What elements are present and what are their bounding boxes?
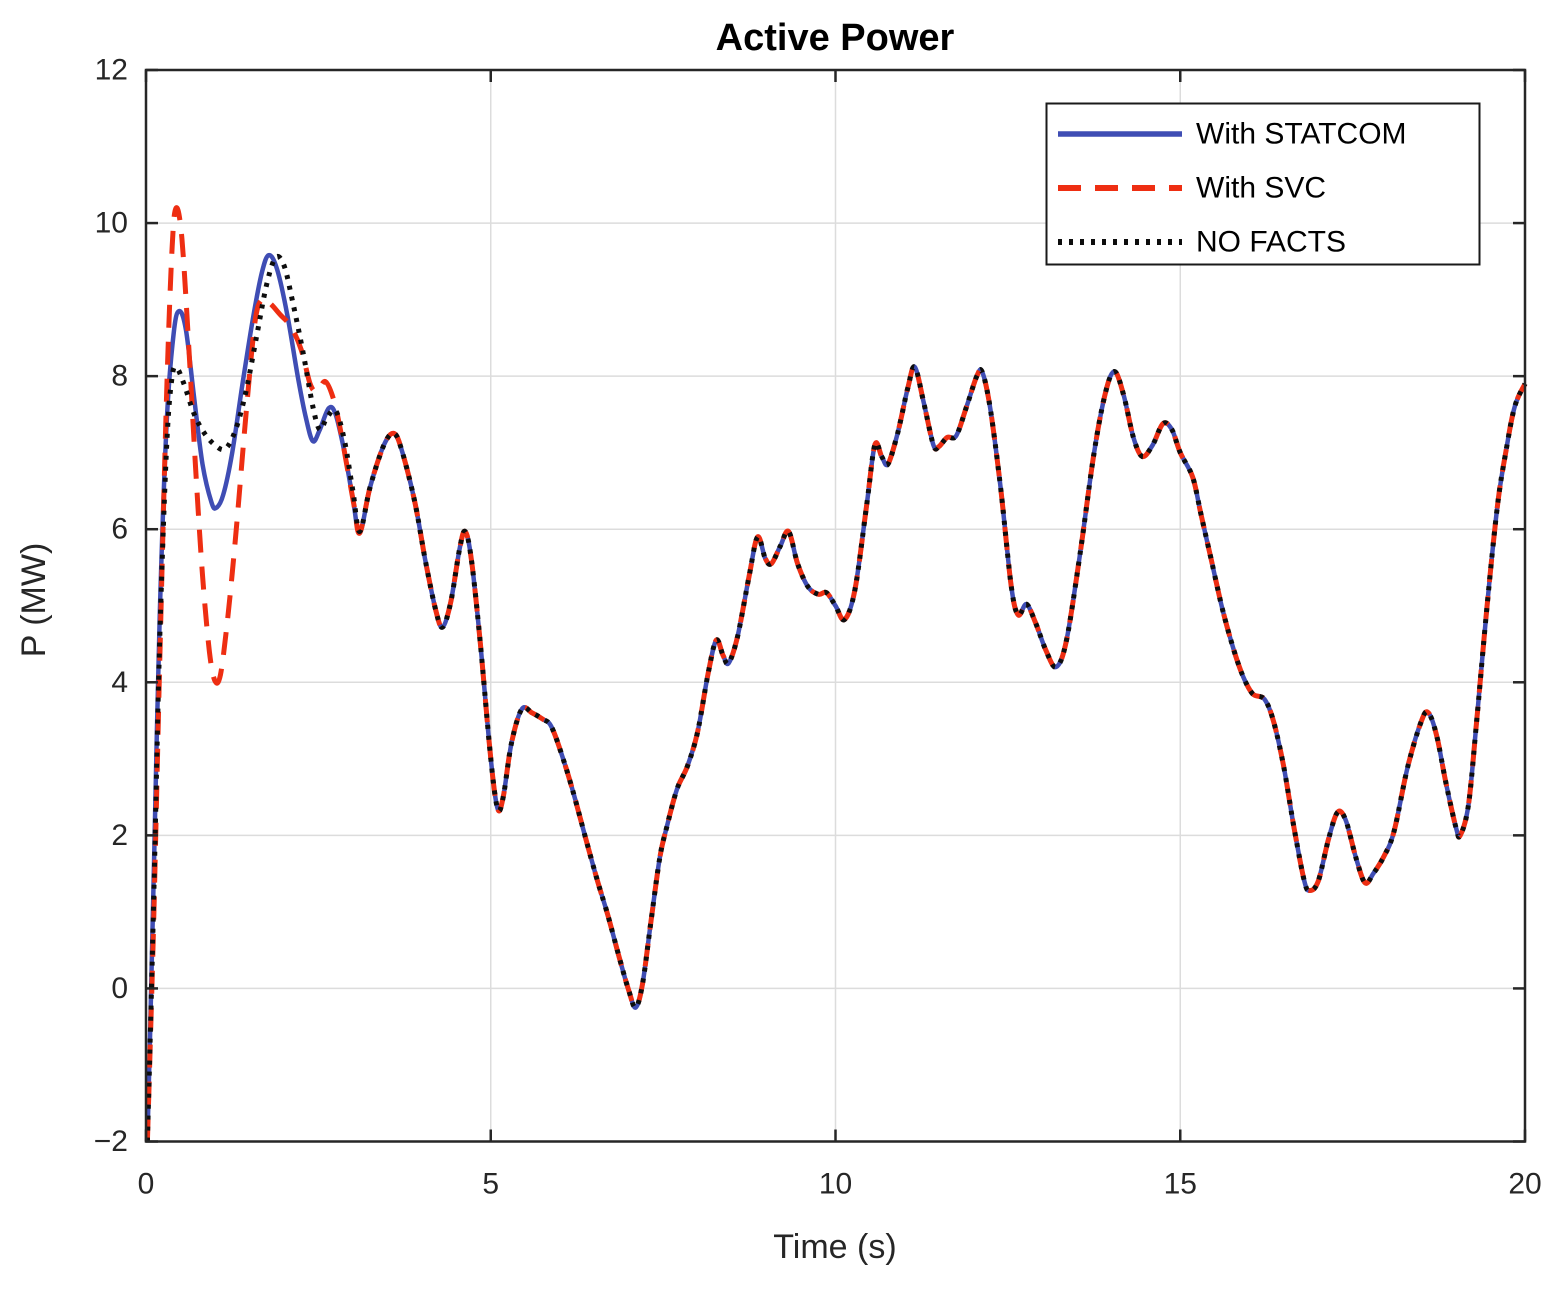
x-tick-label: 20: [1508, 1168, 1541, 1201]
data-series-group: [144, 205, 1528, 1142]
y-tick-label: 12: [95, 54, 128, 87]
x-tick-label: 10: [819, 1168, 852, 1201]
y-axis-label: P (MW): [15, 543, 53, 658]
y-tick-label: 0: [111, 972, 128, 1005]
y-tick-label: 10: [95, 207, 128, 240]
series-with-svc: [144, 205, 1528, 1142]
legend-label-statcom: With STATCOM: [1196, 118, 1407, 151]
y-tick-label: 4: [111, 666, 128, 699]
chart-title: Active Power: [716, 17, 955, 59]
y-tick-label: 8: [111, 360, 128, 393]
x-tick-label: 5: [482, 1168, 499, 1201]
axis-ticks: [144, 68, 1527, 1143]
legend-label-svc: With SVC: [1196, 172, 1326, 205]
y-tick-label: −2: [94, 1125, 128, 1158]
x-tick-labels: 0 5 10 15 20: [138, 1168, 1542, 1201]
legend-label-nofacts: NO FACTS: [1196, 226, 1346, 259]
y-tick-label: 6: [111, 513, 128, 546]
legend-box: [1045, 102, 1481, 266]
y-tick-labels: −2 0 2 4 6 8 10 12: [94, 54, 128, 1159]
y-tick-label: 2: [111, 819, 128, 852]
x-tick-label: 0: [138, 1168, 155, 1201]
series-no-facts: [144, 253, 1528, 1142]
x-axis-label: Time (s): [773, 1228, 896, 1266]
legend: With STATCOM With SVC NO FACTS: [1045, 102, 1481, 266]
x-tick-label: 15: [1164, 1168, 1197, 1201]
